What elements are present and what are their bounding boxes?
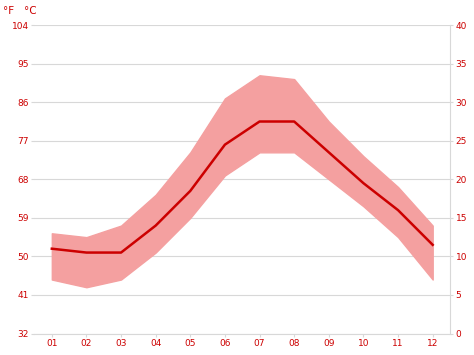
Text: °C: °C xyxy=(24,6,36,16)
Text: °F: °F xyxy=(3,6,15,16)
